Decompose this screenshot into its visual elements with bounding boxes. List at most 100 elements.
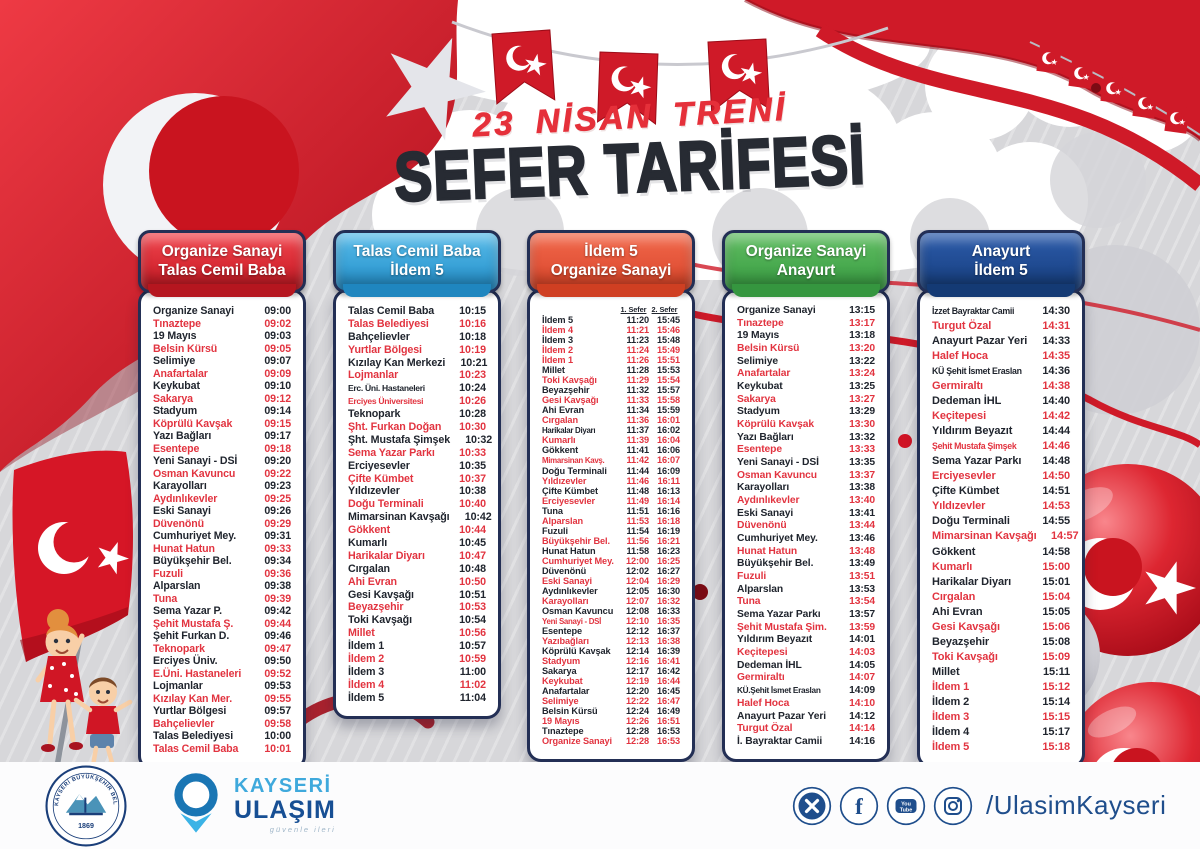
timetable-row: Şehit Mustafa Şim. 13:59 xyxy=(737,622,875,633)
timetable-row: Keçitepesi 14:42 xyxy=(932,410,1070,422)
timetable-row: Yıldızevler 11:46 16:11 xyxy=(542,476,680,486)
timetable-row: Büyükşehir Bel. 13:49 xyxy=(737,558,875,569)
station-name: Şehit Furkan D. xyxy=(153,630,230,642)
departure-time: 14:07 xyxy=(849,672,875,684)
departure-time: 14:35 xyxy=(1042,350,1070,363)
station-name: Karayolları xyxy=(153,480,207,492)
station-name: İldem 5 xyxy=(932,740,970,753)
departure-time: 12:14 xyxy=(626,646,649,657)
departure-time: 15:17 xyxy=(1042,725,1070,738)
timetable-rows: İzzet Bayraktar Camii 14:30 Turgut Özal 14:… xyxy=(932,305,1079,753)
station-name: Toki Kavşağı xyxy=(348,614,412,627)
station-name: İldem 3 xyxy=(542,335,573,346)
social-links: f You Tube /UlasimKayseri xyxy=(792,762,1166,849)
station-name: Beyazşehir xyxy=(542,385,590,396)
departure-time: 10:21 xyxy=(460,356,488,369)
timetable-row: Tınaztepe 12:28 16:53 xyxy=(542,726,680,736)
timetable-row: Fuzuli 11:54 16:19 xyxy=(542,526,680,536)
departure-time: 16:09 xyxy=(657,465,680,476)
social-handle: /UlasimKayseri xyxy=(986,790,1167,820)
departure-time: 11:53 xyxy=(626,515,650,526)
timetable-row: Alparslan 11:53 16:18 xyxy=(542,516,680,526)
station-name: E.Üni. Hastaneleri xyxy=(153,667,242,680)
departure-time: 11:48 xyxy=(626,485,650,496)
timetable-row: Eski Sanayi 12:04 16:29 xyxy=(542,576,680,586)
station-name: Tuna xyxy=(153,592,178,605)
departure-time: 16:02 xyxy=(657,425,680,436)
timetable-row: Dedeman İHL 14:05 xyxy=(737,660,875,671)
departure-time: 09:26 xyxy=(264,505,291,517)
station-name: Lojmanlar xyxy=(153,680,203,692)
station-name: İldem 1 xyxy=(932,680,970,693)
station-name: Millet xyxy=(542,365,565,376)
station-name: Talas Cemil Baba xyxy=(348,305,435,317)
departure-time: 16:53 xyxy=(657,726,680,737)
station-name: Çifte Kümbet xyxy=(542,485,598,496)
departure-time: 13:25 xyxy=(849,381,875,393)
timetable-row: Organize Sanayi 09:00 xyxy=(153,305,291,317)
departure-time: 15:15 xyxy=(1042,710,1070,723)
timetable-row: Cırgalan 11:36 16:01 xyxy=(542,415,680,425)
timetable-row: Kızılay Kan Merkezi 10:21 xyxy=(348,356,488,369)
timetable-row: Mimarsinan Kavş. 11:42 16:07 xyxy=(542,455,680,465)
departure-time: 10:51 xyxy=(459,588,486,601)
station-name: İldem 2 xyxy=(542,345,573,356)
station-name: Aydınlıkevler xyxy=(153,492,218,505)
timetable-row: E.Üni. Hastaneleri 09:52 xyxy=(153,668,291,680)
station-name: Hunat Hatun xyxy=(737,545,798,557)
timetable-row: Yeni Sanayi - DSİ 12:10 16:35 xyxy=(542,616,680,626)
timetable-row: Lojmanlar 09:53 xyxy=(153,680,291,692)
station-name: Sema Yazar Parkı xyxy=(932,455,1022,468)
timetable-row: İldem 4 11:21 15:46 xyxy=(542,325,680,335)
timetable-row: Toki Kavşağı 11:29 15:54 xyxy=(542,375,680,385)
timetable-row: Anafartalar 12:20 16:45 xyxy=(542,686,680,696)
timetable-row: Toki Kavşağı 10:54 xyxy=(348,614,486,626)
card-header-line: Organize Sanayi xyxy=(550,261,672,279)
departure-time: 16:33 xyxy=(657,605,680,616)
station-name: Teknopark xyxy=(348,408,401,421)
departure-time: 09:55 xyxy=(264,692,291,705)
timetable-row: İldem 5 11:04 xyxy=(348,692,486,704)
departure-time: 14:53 xyxy=(1042,500,1070,513)
departure-time: 14:10 xyxy=(849,697,875,709)
departure-time: 10:30 xyxy=(459,421,486,434)
departure-time: 09:34 xyxy=(264,555,291,567)
station-name: Esentepe xyxy=(542,626,583,636)
station-name: Tınaztepe xyxy=(542,726,584,737)
departure-time: 15:14 xyxy=(1042,695,1070,708)
station-name: İldem 1 xyxy=(542,355,573,366)
station-name: İldem 3 xyxy=(348,665,385,678)
departure-time: 14:16 xyxy=(849,735,875,747)
timetable-row: Bahçelievler 09:58 xyxy=(153,718,291,730)
sefer-column-header: 2. Sefer xyxy=(651,305,678,314)
timetable-row: Cırgalan 15:04 xyxy=(932,591,1070,603)
station-name: Tınaztepe xyxy=(737,317,784,329)
station-name: Cırgalan xyxy=(542,415,578,426)
departure-time: 10:18 xyxy=(459,330,486,343)
instagram-icon xyxy=(933,786,973,825)
station-name: Esentepe xyxy=(153,442,200,455)
timetable-row: Karayolları 09:23 xyxy=(153,480,291,492)
timetable-row: Yeni Sanayi - DSİ 13:35 xyxy=(737,457,875,468)
timetable-row: İldem 2 10:59 xyxy=(348,653,486,665)
station-name: Kızılay Kan Mer. xyxy=(153,692,233,705)
timetable-row: Keçitepesi 14:03 xyxy=(737,647,875,658)
timetable-row: Köprülü Kavşak 12:14 16:39 xyxy=(542,646,680,656)
timetable-panel: İzzet Bayraktar Camii 14:30 Turgut Özal 14:… xyxy=(917,289,1085,768)
departure-time: 10:00 xyxy=(264,730,291,742)
station-name: Osman Kavuncu xyxy=(737,469,817,481)
station-name: Fuzuli xyxy=(737,571,767,583)
station-name: Fuzuli xyxy=(153,567,183,580)
departure-time: 16:14 xyxy=(657,495,680,506)
station-name: Mimarsinan Kavşağı xyxy=(348,511,450,524)
departure-time: 09:09 xyxy=(264,367,291,380)
departure-time: 10:53 xyxy=(459,601,486,614)
timetable-row: Lojmanlar 10:23 xyxy=(348,369,486,381)
timetable-row: Halef Hoca 14:35 xyxy=(932,350,1070,362)
departure-time: 12:28 xyxy=(626,726,649,737)
station-name: Selimiye xyxy=(153,355,196,367)
station-name: Toki Kavşağı xyxy=(542,375,597,386)
svg-text:You: You xyxy=(901,801,911,807)
timetable-row: KÜ.Şehit İsmet Eraslan 14:09 xyxy=(737,685,875,696)
timetable-row: Stadyum 09:14 xyxy=(153,405,291,417)
